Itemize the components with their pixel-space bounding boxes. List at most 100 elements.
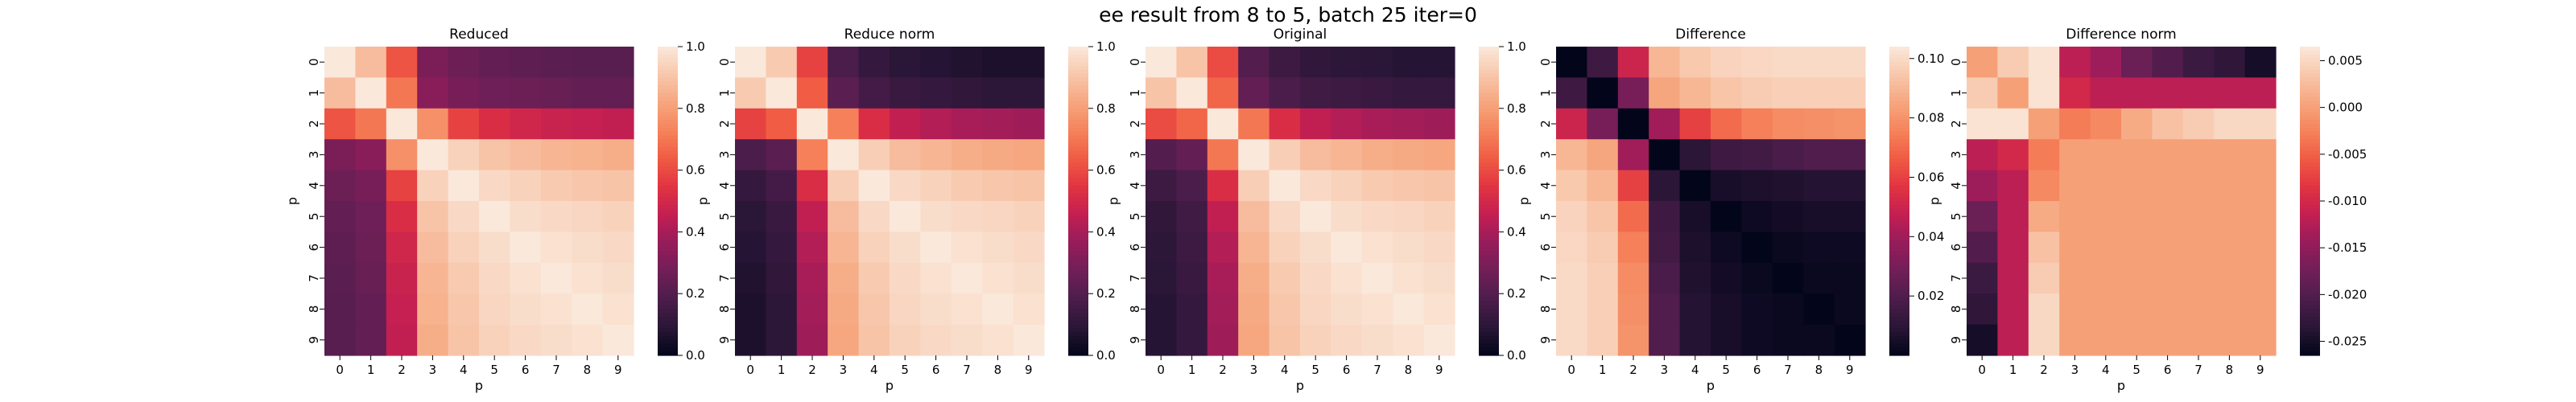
heatmap-cell — [735, 170, 766, 202]
panel-title: Difference norm — [2066, 27, 2176, 43]
heatmap-cell — [540, 108, 572, 140]
heatmap-cell — [355, 139, 387, 171]
y-tick-label: 9 — [717, 336, 732, 344]
colorbar-segment — [2300, 135, 2320, 140]
heatmap-cell — [1679, 201, 1711, 232]
heatmap-cell — [1207, 77, 1239, 109]
colorbar-segment — [658, 289, 678, 294]
heatmap-cell — [1803, 232, 1835, 264]
colorbar-segment — [1479, 274, 1499, 279]
heatmap-cell — [1967, 77, 1998, 109]
x-tick-label: 3 — [429, 363, 437, 377]
heatmap-cell — [828, 262, 860, 294]
colorbar-segment — [1889, 112, 1909, 117]
heatmap-cell — [1587, 77, 1619, 109]
heatmap-cell — [1741, 262, 1773, 294]
heatmap-cell — [386, 201, 418, 232]
heatmap-cell — [1013, 47, 1045, 78]
heatmap-cell — [2214, 262, 2246, 294]
colorbar-segment — [1889, 232, 1909, 236]
heatmap-cell — [1238, 201, 1270, 232]
colorbar-segment — [658, 285, 678, 290]
y-tick-label: 7 — [1949, 274, 1963, 282]
colorbar-tick-label: 0.08 — [1918, 111, 1944, 125]
heatmap-cell — [417, 47, 449, 78]
colorbar-segment — [1068, 317, 1088, 322]
colorbar-segment — [1889, 309, 1909, 314]
heatmap-cell — [1803, 324, 1835, 356]
colorbar-tick-label: 0.8 — [1507, 101, 1526, 116]
colorbar-segment — [658, 281, 678, 287]
x-tick-label: 5 — [901, 363, 909, 377]
colorbar-segment — [2300, 105, 2320, 109]
colorbar-segment — [658, 332, 678, 337]
heatmap-cell — [2059, 170, 2091, 202]
colorbar-segment — [658, 301, 678, 306]
heatmap-cell — [1834, 108, 1866, 140]
heatmap-cell — [2059, 293, 2091, 326]
heatmap-cell — [1361, 232, 1393, 264]
colorbar-segment — [658, 247, 678, 252]
colorbar-segment — [1479, 69, 1499, 75]
heatmap-cell — [951, 324, 983, 356]
heatmap-cell — [1207, 201, 1239, 232]
heatmap-cell — [540, 324, 572, 356]
heatmap-cell — [982, 293, 1014, 326]
colorbar-segment — [658, 120, 678, 125]
colorbar-segment — [2300, 236, 2320, 240]
heatmap-cell — [1393, 77, 1425, 109]
colorbar-segment — [2300, 324, 2320, 329]
heatmap-cell — [2244, 201, 2277, 232]
heatmap-cell — [1587, 170, 1619, 202]
panel-difference-norm: Difference norm 0 1 2 3 4 5 6 7 8 9 p 0 1 2 3 4 5 6 7 8 9 p -0.… — [1927, 27, 2368, 393]
x-tick-label: 8 — [2226, 363, 2234, 377]
colorbar-segment — [1068, 309, 1088, 314]
heatmap-cell — [2028, 293, 2060, 326]
heatmap-cell — [1300, 232, 1331, 264]
colorbar-segment — [1068, 278, 1088, 283]
heatmap-cell — [572, 139, 604, 171]
heatmap-cell — [510, 108, 542, 140]
heatmap-cell — [1741, 201, 1773, 232]
colorbar-segment — [1479, 224, 1499, 229]
heatmap-cell — [982, 232, 1014, 264]
colorbar-segment — [2300, 62, 2320, 67]
heatmap-cell — [735, 139, 766, 171]
colorbar-segment — [1479, 309, 1499, 314]
heatmap-cell — [766, 108, 798, 140]
heatmap-cell — [2059, 201, 2091, 232]
heatmap-cell — [1146, 232, 1177, 264]
heatmap-cell — [1834, 77, 1866, 109]
colorbar-segment — [1068, 77, 1088, 82]
colorbar-segment — [1889, 124, 1909, 129]
heatmap-cell — [2152, 201, 2184, 232]
heatmap-cell — [2182, 262, 2215, 294]
heatmap-cell — [479, 262, 510, 294]
colorbar-segment — [658, 328, 678, 333]
heatmap-cell — [890, 201, 921, 232]
colorbar-tick-label: 1.0 — [1507, 39, 1526, 54]
heatmap-cell — [1331, 170, 1363, 202]
x-tick-label: 0 — [336, 363, 344, 377]
heatmap-cell — [479, 324, 510, 356]
heatmap-cell — [1649, 324, 1681, 356]
y-tick-label: 8 — [717, 306, 732, 314]
heatmap-cell — [355, 262, 387, 294]
colorbar-segment — [1068, 143, 1088, 148]
heatmap-cell — [1269, 139, 1301, 171]
heatmap-cell — [1617, 201, 1649, 232]
colorbar-segment — [1479, 336, 1499, 341]
heatmap-cell — [1772, 324, 1804, 356]
heatmap-cell — [2028, 232, 2060, 264]
heatmap-cell — [1649, 108, 1681, 140]
heatmap-cell — [1587, 262, 1619, 294]
heatmap-cell — [2152, 170, 2184, 202]
heatmap-cell — [1967, 232, 1998, 264]
colorbar-segment — [1068, 347, 1088, 352]
colorbar-segment — [1889, 47, 1909, 51]
heatmap-cell — [1649, 77, 1681, 109]
colorbar-segment — [658, 81, 678, 86]
colorbar-segment — [1889, 62, 1909, 67]
colorbar-segment — [658, 240, 678, 244]
